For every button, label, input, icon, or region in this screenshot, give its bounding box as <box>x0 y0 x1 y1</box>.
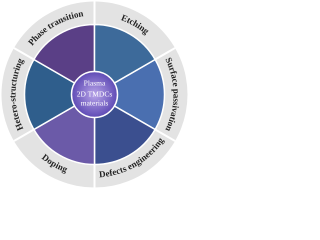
sector-image <box>23 58 97 131</box>
divider <box>13 128 35 142</box>
divider <box>13 47 35 61</box>
center-line: materials <box>81 99 109 108</box>
divider <box>154 47 176 61</box>
center-circle <box>70 70 119 119</box>
sector-image <box>92 58 166 131</box>
center-line: 2D TMDCs <box>77 90 113 99</box>
center-title: Plasma <box>84 79 106 88</box>
divider <box>154 128 176 142</box>
